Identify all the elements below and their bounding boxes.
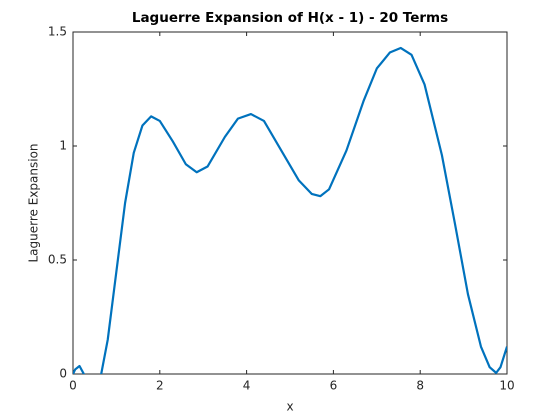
y-axis-label: Laguerre Expansion: [27, 143, 41, 262]
y-tick-label: 1.5: [48, 25, 67, 39]
x-tick-label: 2: [156, 379, 164, 393]
x-tick-label: 6: [330, 379, 338, 393]
y-tick-label: 1: [59, 139, 67, 153]
data-line: [73, 46, 507, 374]
x-tick-label: 8: [416, 379, 424, 393]
plot-area: [72, 31, 508, 375]
y-tick-label: 0.5: [48, 253, 67, 267]
x-axis-label: x: [286, 400, 293, 414]
x-tick-label: 4: [243, 379, 251, 393]
x-tick-label: 0: [69, 379, 77, 393]
x-tick-label: 10: [499, 379, 514, 393]
y-tick-label: 0: [59, 367, 67, 381]
chart-title: Laguerre Expansion of H(x - 1) - 20 Term…: [132, 10, 448, 26]
